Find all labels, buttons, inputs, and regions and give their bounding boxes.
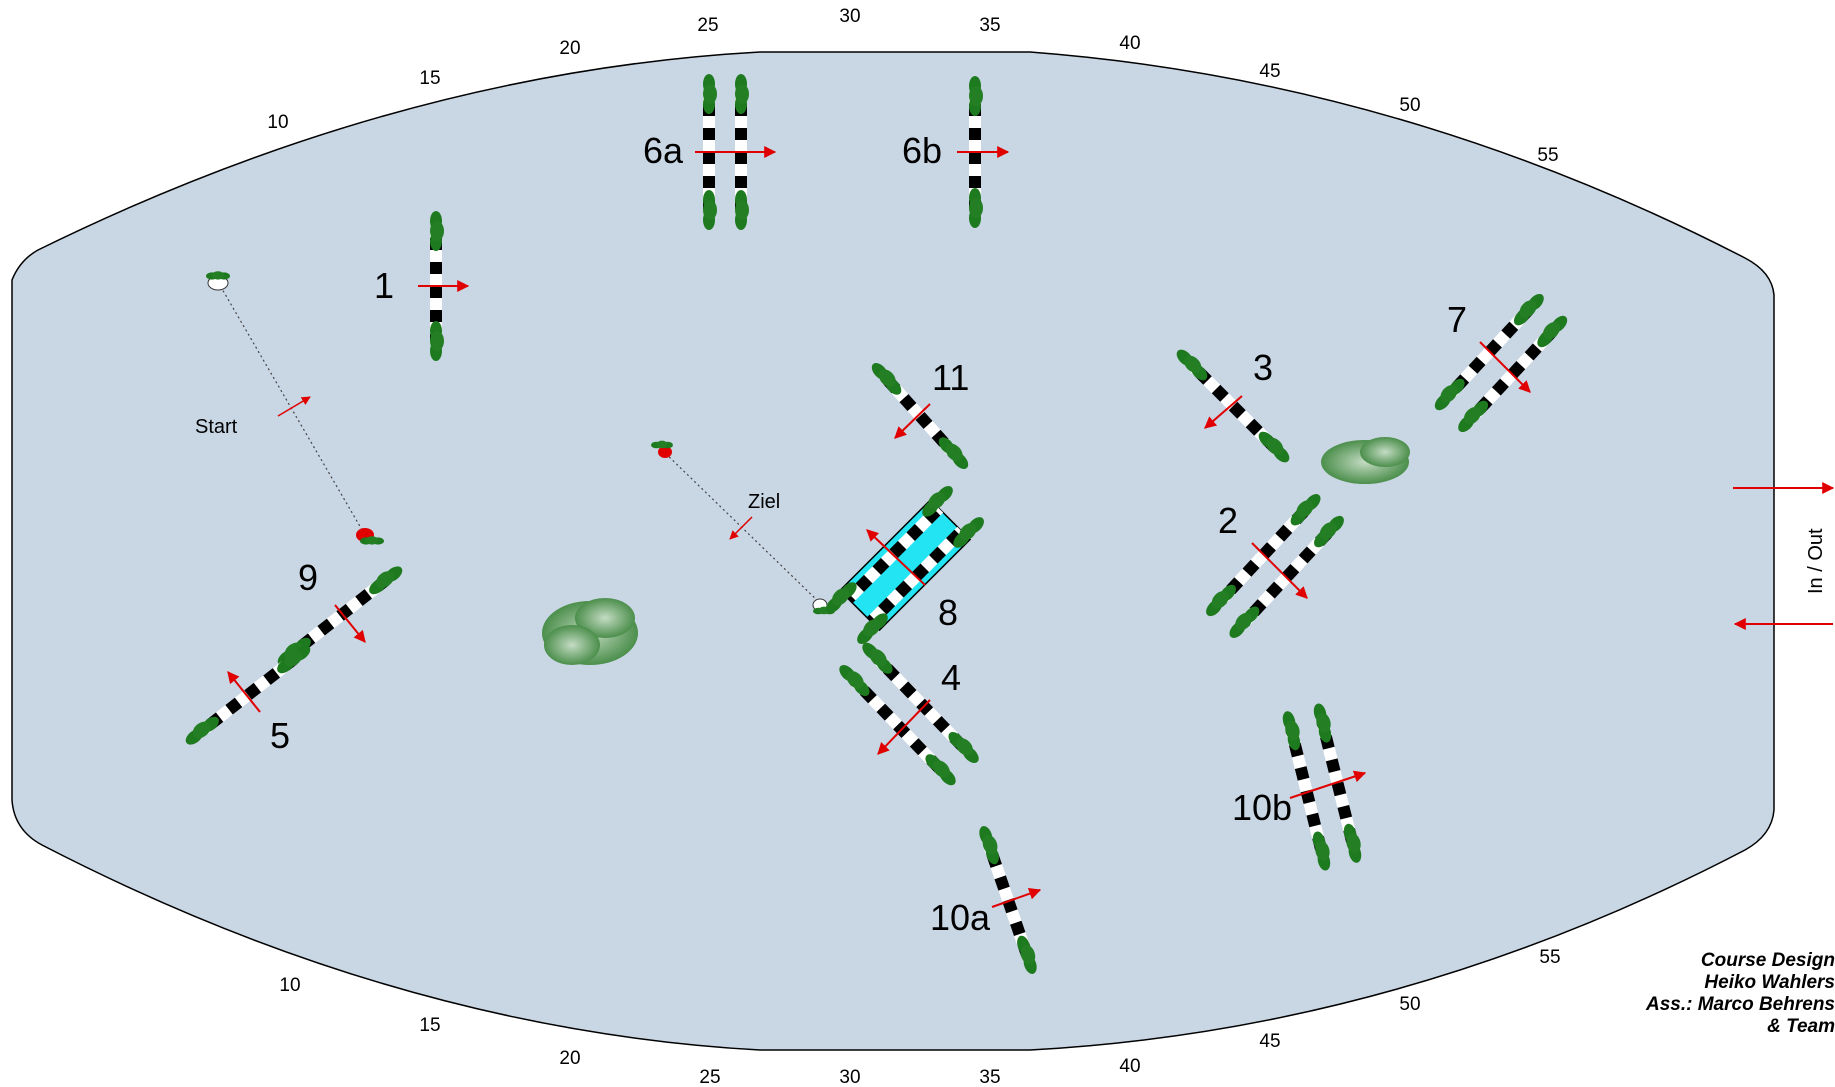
start-line: Start <box>195 271 384 545</box>
top-tick-20: 20 <box>559 38 580 59</box>
course-credits: Course Design Heiko Wahlers Ass.: Marco … <box>1535 950 1835 1038</box>
fence-10b-label: 10b <box>1232 787 1292 828</box>
fence-10a-label: 10a <box>930 897 991 938</box>
in-out-gate: In / Out <box>1733 482 1835 630</box>
top-tick-15: 15 <box>419 68 440 89</box>
fence-11-label: 11 <box>932 357 969 398</box>
fence-1-label: 1 <box>374 265 394 306</box>
credit-line-4: & Team <box>1767 1016 1835 1037</box>
fence-5 <box>181 640 314 748</box>
top-tick-25: 25 <box>697 15 718 36</box>
top-ticks: 10 15 20 25 30 35 40 45 50 55 <box>267 6 1558 166</box>
bottom-tick-30: 30 <box>839 1067 860 1087</box>
fence-7-arrow <box>1479 341 1531 393</box>
fence-2-label: 2 <box>1218 500 1238 541</box>
bush-right <box>1321 437 1410 484</box>
bottom-tick-35: 35 <box>979 1067 1000 1087</box>
credit-line-1: Course Design <box>1700 950 1835 971</box>
fence-6a-label: 6a <box>643 130 684 171</box>
top-tick-30: 30 <box>839 6 860 27</box>
bottom-tick-50: 50 <box>1399 994 1420 1015</box>
bottom-tick-45: 45 <box>1259 1031 1280 1052</box>
fence-8-label: 8 <box>938 592 958 633</box>
fence-8-arrow <box>866 529 926 586</box>
fence-4 <box>836 638 984 789</box>
fence-3-label: 3 <box>1253 347 1273 388</box>
fence-10a <box>976 823 1041 976</box>
in-out-label: In / Out <box>1805 528 1827 594</box>
bottom-tick-15: 15 <box>419 1015 440 1036</box>
fence-9-label: 9 <box>298 557 318 598</box>
bottom-tick-25: 25 <box>699 1067 720 1087</box>
bottom-tick-40: 40 <box>1119 1056 1140 1077</box>
fence-11 <box>868 358 973 473</box>
bottom-tick-20: 20 <box>559 1048 580 1069</box>
fence-5-arrow <box>227 671 261 713</box>
fence-4-arrow <box>877 699 931 755</box>
top-tick-10: 10 <box>267 112 288 133</box>
fence-11-arrow <box>894 403 931 439</box>
bottom-tick-55: 55 <box>1539 947 1560 968</box>
fence-3-arrow <box>1204 395 1243 429</box>
fence-7-label: 7 <box>1447 299 1467 340</box>
top-tick-45: 45 <box>1259 61 1280 82</box>
fence-2-arrow <box>1251 542 1308 599</box>
fence-10b-arrow <box>1289 770 1367 799</box>
finish-marker-red <box>658 446 672 458</box>
top-tick-40: 40 <box>1119 33 1140 54</box>
finish-line: Ziel <box>651 440 835 615</box>
fence-3 <box>1173 345 1294 466</box>
bush-left <box>542 598 638 665</box>
fence-5-label: 5 <box>270 715 290 756</box>
fence-4-label: 4 <box>941 657 961 698</box>
top-tick-55: 55 <box>1537 145 1558 166</box>
bottom-ticks: 10 15 20 25 30 35 40 45 50 55 <box>279 947 1560 1087</box>
fence-9-arrow <box>334 604 366 643</box>
credit-line-2: Heiko Wahlers <box>1704 972 1835 993</box>
credit-line-3: Ass.: Marco Behrens <box>1645 994 1835 1015</box>
fence-6b-label: 6b <box>902 130 942 171</box>
start-label: Start <box>195 416 238 438</box>
fence-9 <box>273 561 406 669</box>
top-tick-35: 35 <box>979 15 1000 36</box>
fence-10a-arrow <box>991 887 1042 908</box>
bottom-tick-10: 10 <box>279 975 300 996</box>
finish-label: Ziel <box>748 491 780 513</box>
top-tick-50: 50 <box>1399 95 1420 116</box>
